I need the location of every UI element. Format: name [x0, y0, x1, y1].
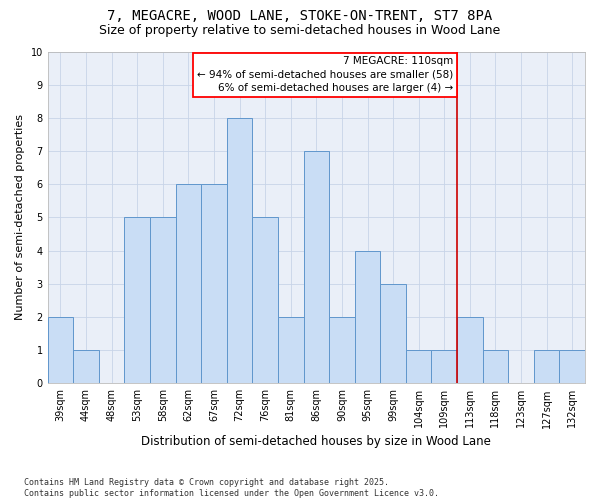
Bar — [329, 317, 355, 384]
Text: Contains HM Land Registry data © Crown copyright and database right 2025.
Contai: Contains HM Land Registry data © Crown c… — [24, 478, 439, 498]
Bar — [380, 284, 406, 384]
Bar — [304, 151, 329, 384]
Bar — [559, 350, 585, 384]
Text: Size of property relative to semi-detached houses in Wood Lane: Size of property relative to semi-detach… — [100, 24, 500, 37]
X-axis label: Distribution of semi-detached houses by size in Wood Lane: Distribution of semi-detached houses by … — [142, 434, 491, 448]
Text: 7 MEGACRE: 110sqm
← 94% of semi-detached houses are smaller (58)
6% of semi-deta: 7 MEGACRE: 110sqm ← 94% of semi-detached… — [197, 56, 453, 93]
Bar — [278, 317, 304, 384]
Bar — [253, 218, 278, 384]
Bar — [73, 350, 99, 384]
Bar — [150, 218, 176, 384]
Bar — [124, 218, 150, 384]
Bar — [47, 317, 73, 384]
Bar — [406, 350, 431, 384]
Y-axis label: Number of semi-detached properties: Number of semi-detached properties — [15, 114, 25, 320]
Bar — [201, 184, 227, 384]
Bar — [482, 350, 508, 384]
Bar — [227, 118, 253, 384]
Bar — [176, 184, 201, 384]
Bar — [457, 317, 482, 384]
Bar — [355, 250, 380, 384]
Bar — [534, 350, 559, 384]
Text: 7, MEGACRE, WOOD LANE, STOKE-ON-TRENT, ST7 8PA: 7, MEGACRE, WOOD LANE, STOKE-ON-TRENT, S… — [107, 9, 493, 23]
Bar — [431, 350, 457, 384]
